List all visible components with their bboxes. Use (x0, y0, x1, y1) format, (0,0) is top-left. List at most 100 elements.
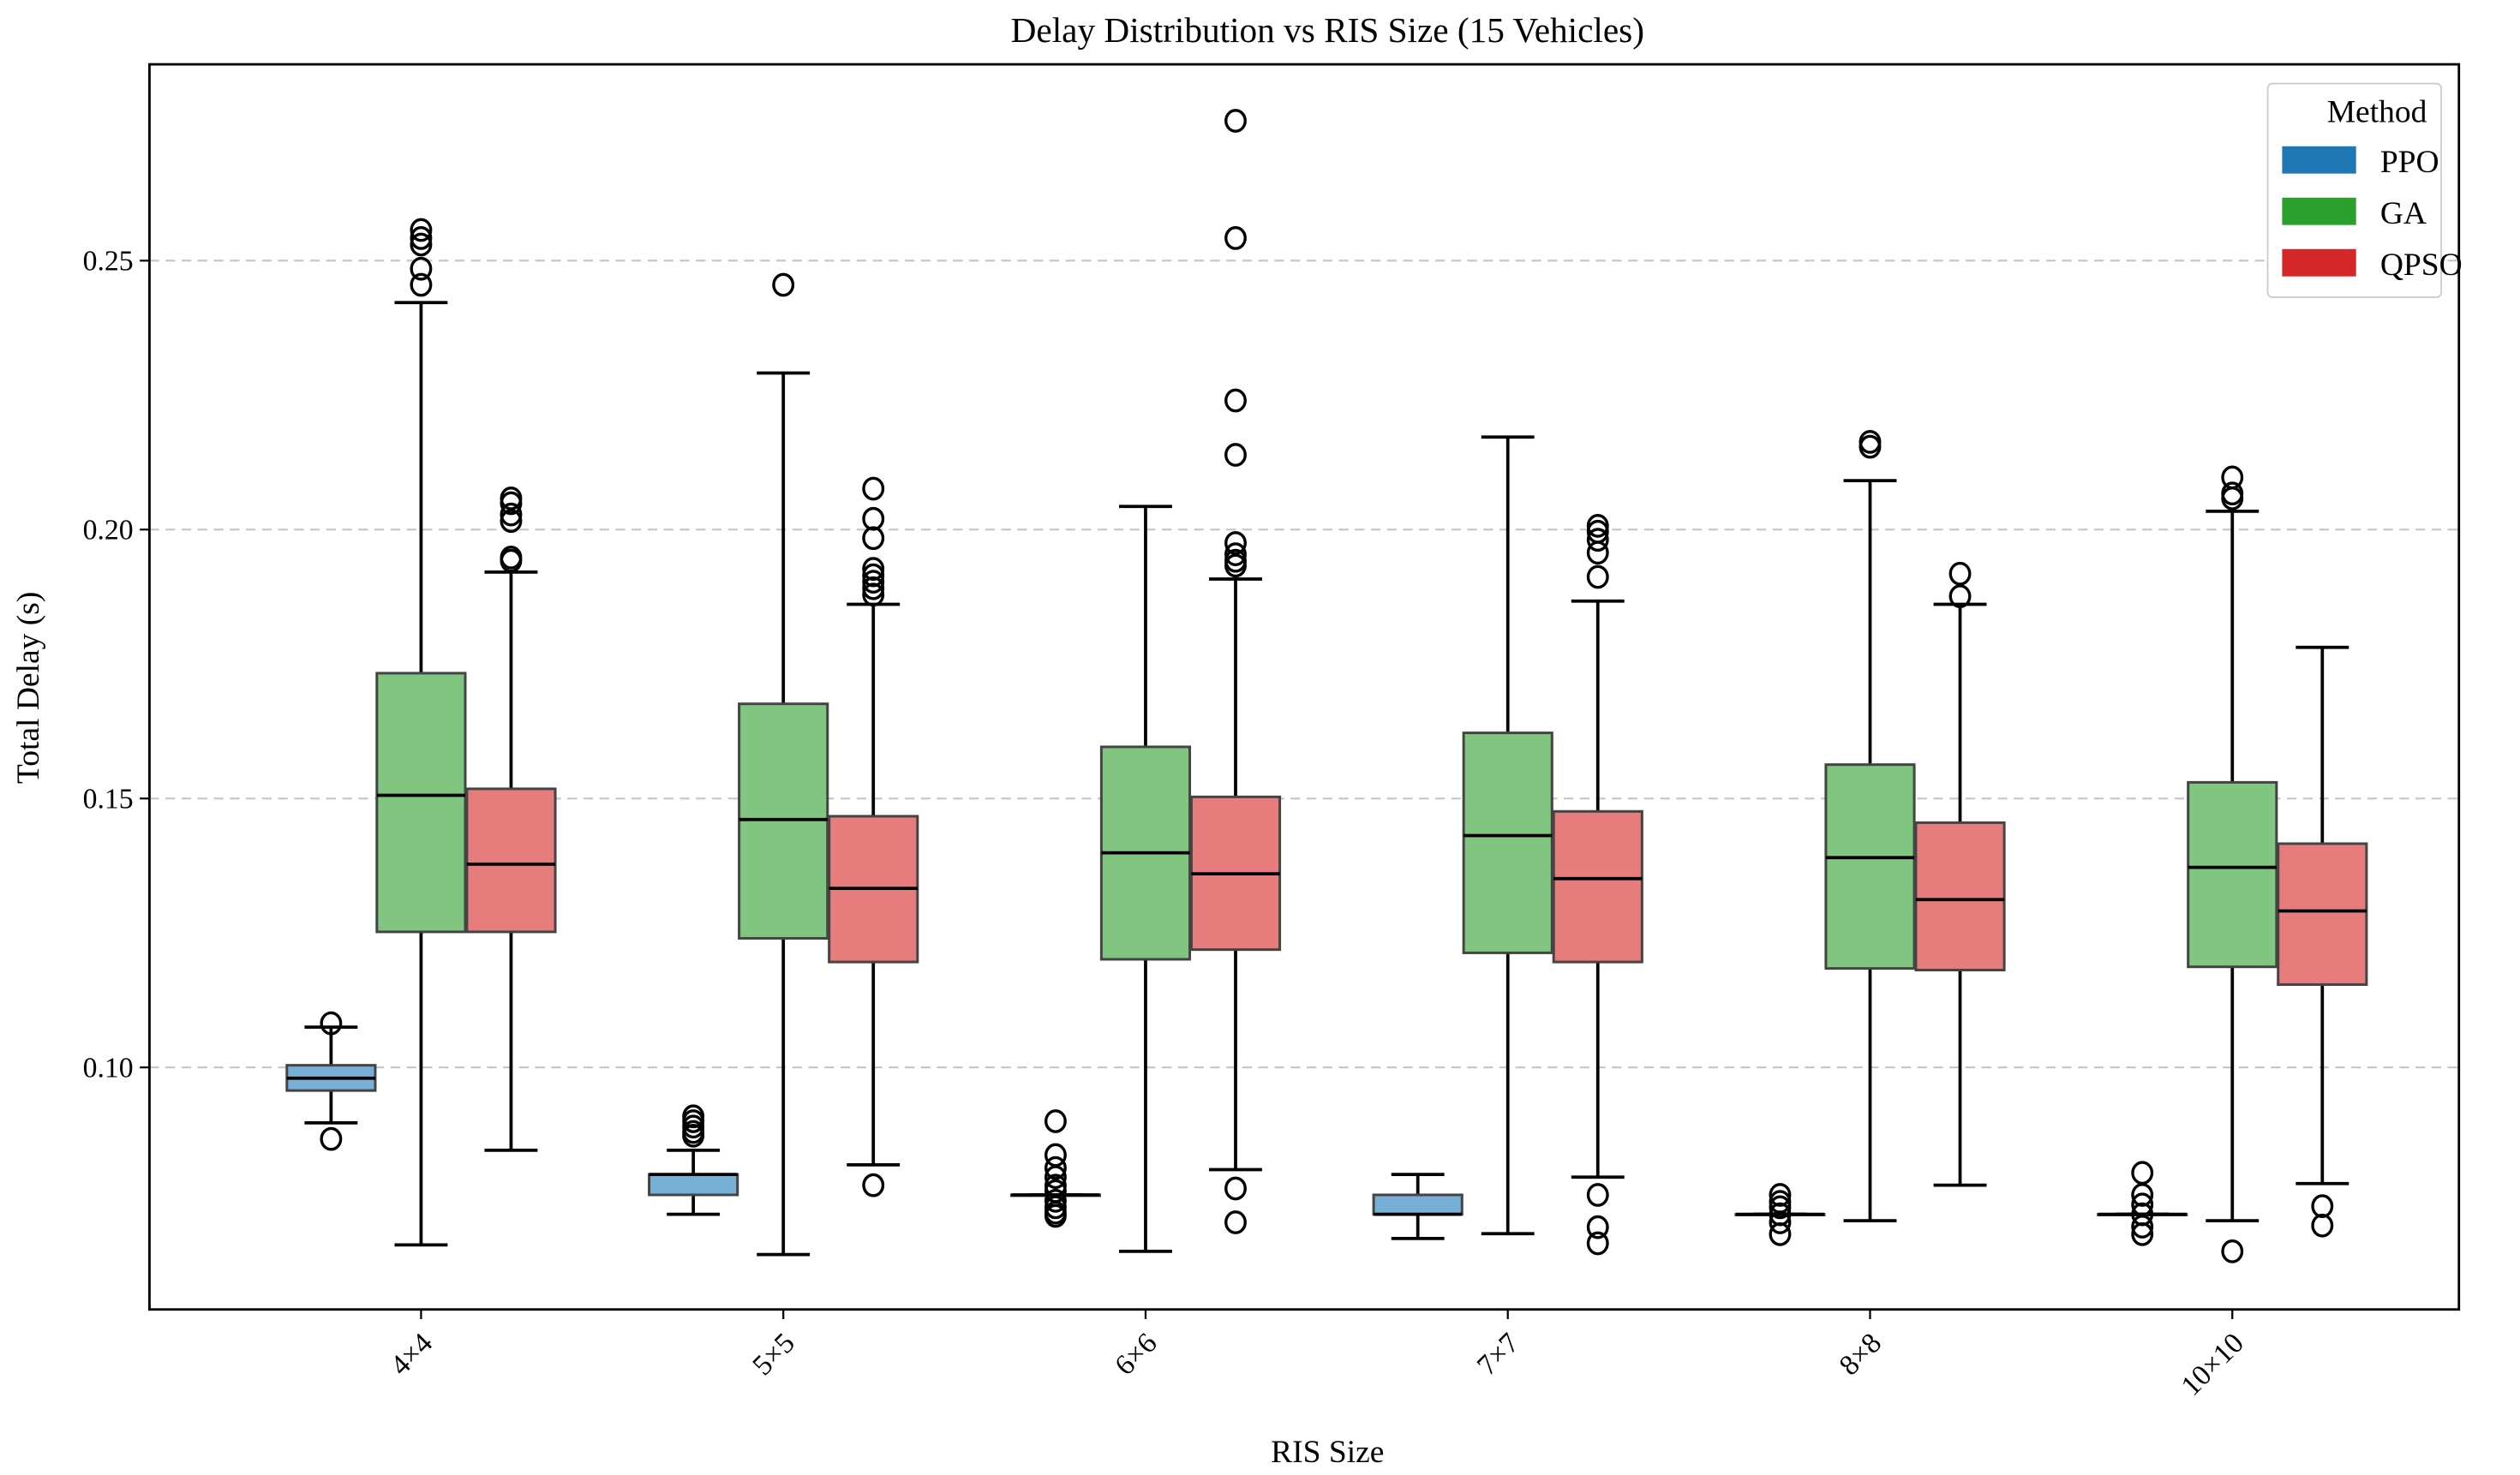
outlier-point (1948, 561, 1972, 586)
outlier-point (862, 557, 885, 581)
outlier-point (1224, 109, 1247, 133)
outlier-point (1586, 528, 1609, 552)
outlier-point (1586, 1183, 1609, 1207)
box-ga (738, 272, 829, 1257)
box-iqr (465, 787, 557, 934)
outlier-point (772, 272, 795, 297)
box-iqr (1462, 732, 1553, 954)
outlier-point (1586, 564, 1609, 589)
box-ppo (648, 1104, 739, 1216)
box-ga (375, 218, 467, 1247)
box-groups (285, 109, 2368, 1263)
y-tick-label: 0.15 (83, 783, 134, 815)
legend-label-qpso: QPSO (2380, 248, 2463, 283)
outlier-point (2221, 481, 2244, 506)
y-tick-label: 0.10 (83, 1052, 134, 1084)
y-axis: 0.10 0.15 0.20 0.25 (83, 246, 150, 1084)
box-ga (1824, 430, 1916, 1222)
x-axis: 4×4 5×5 6×6 7×7 8×8 10×10 (385, 1309, 2250, 1402)
x-tick-label: 4×4 (385, 1327, 440, 1382)
outlier-point (1769, 1210, 1792, 1234)
outlier-point (2131, 1221, 2154, 1246)
box-ppo (2097, 1161, 2188, 1246)
outlier-point (2131, 1161, 2154, 1185)
outlier-point (862, 582, 885, 607)
y-axis-label: Total Delay (s) (11, 592, 46, 784)
y-tick-label: 0.25 (83, 246, 134, 278)
x-tick-label: 6×6 (1109, 1327, 1163, 1381)
outlier-point (1224, 1210, 1247, 1234)
outlier-point (410, 232, 433, 257)
y-tick-label: 0.20 (83, 515, 134, 546)
box-iqr (1372, 1193, 1464, 1216)
box-ppo (285, 1011, 377, 1151)
outlier-point (1948, 584, 1972, 608)
box-iqr (738, 702, 829, 940)
outlier-point (862, 506, 885, 531)
outlier-point (500, 509, 523, 534)
outlier-point (2131, 1183, 2154, 1207)
legend-label-ga: GA (2380, 196, 2427, 231)
outlier-point (1044, 1189, 1067, 1213)
x-tick-label: 10×10 (2176, 1327, 2250, 1401)
box-ga (1462, 435, 1553, 1236)
outlier-point (1224, 542, 1247, 567)
outlier-point (500, 502, 523, 527)
box-qpso (465, 486, 557, 1152)
outlier-point (410, 226, 433, 250)
outlier-point (410, 272, 433, 297)
outlier-point (410, 256, 433, 281)
chart-title: Delay Distribution vs RIS Size (15 Vehic… (1011, 10, 1644, 51)
outlier-point (862, 526, 885, 551)
outlier-point (1224, 1176, 1247, 1201)
outlier-point (1769, 1195, 1792, 1220)
x-axis-label: RIS Size (1271, 1435, 1384, 1470)
plot-frame (148, 63, 2461, 1311)
box-ppo (1009, 1109, 1101, 1228)
box-qpso (828, 476, 919, 1197)
outlier-point (2311, 1194, 2334, 1219)
outlier-point (862, 576, 885, 600)
legend-title: Method (2327, 95, 2427, 130)
outlier-point (682, 1124, 705, 1148)
box-iqr (2277, 842, 2368, 986)
x-tick-label: 8×8 (1834, 1327, 1888, 1381)
x-tick-label: 5×5 (746, 1327, 800, 1381)
outlier-point (1044, 1203, 1067, 1228)
legend-swatch-ppo (2282, 146, 2356, 174)
box-qpso (1552, 513, 1643, 1256)
outlier-point (2131, 1215, 2154, 1239)
legend: Method PPO GA QPSO (2266, 82, 2463, 299)
outlier-point (1224, 531, 1247, 555)
legend-swatch-qpso (2282, 248, 2356, 277)
outlier-point (500, 491, 523, 516)
box-iqr (1824, 763, 1916, 970)
outlier-point (2221, 486, 2244, 511)
outlier-point (2221, 1239, 2244, 1263)
legend-label-ppo: PPO (2380, 145, 2439, 180)
box-iqr (1914, 821, 2006, 972)
outlier-point (1586, 1215, 1609, 1239)
outlier-point (1859, 434, 1882, 459)
outlier-point (1044, 1156, 1067, 1180)
box-iqr (648, 1173, 739, 1197)
outlier-point (1859, 430, 1882, 454)
outlier-point (320, 1126, 343, 1151)
box-ppo (1734, 1183, 1826, 1246)
outlier-point (1769, 1221, 1792, 1246)
box-ga (2187, 465, 2278, 1263)
outlier-point (862, 563, 885, 588)
box-qpso (2277, 645, 2368, 1238)
outlier-point (1044, 1109, 1067, 1133)
x-tick-label: 7×7 (1471, 1327, 1525, 1381)
outlier-point (2311, 1213, 2334, 1238)
legend-swatch-ga (2282, 197, 2356, 225)
outlier-point (1224, 443, 1247, 467)
outlier-point (1586, 1231, 1609, 1256)
box-qpso (1189, 109, 1282, 1234)
grid-lines (149, 260, 2459, 1069)
outlier-point (1769, 1183, 1792, 1207)
box-ppo (1372, 1173, 1464, 1240)
outlier-point (1224, 388, 1247, 413)
